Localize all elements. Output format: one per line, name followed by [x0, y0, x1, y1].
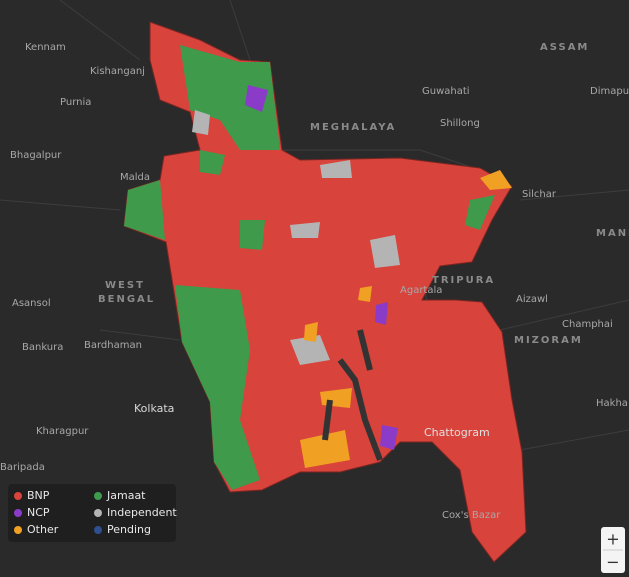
- legend-swatch: [14, 509, 22, 517]
- place-label: Guwahati: [422, 86, 470, 97]
- legend-label: Other: [27, 523, 59, 536]
- zoom-in[interactable]: +: [606, 530, 619, 549]
- place-label: Kolkata: [134, 402, 174, 415]
- other-areas: [300, 170, 512, 468]
- place-label: Kishanganj: [90, 66, 145, 77]
- place-label: Bardhaman: [84, 340, 142, 351]
- legend-swatch: [14, 492, 22, 500]
- place-label: Purnia: [60, 97, 91, 108]
- jamaat-areas: [124, 45, 495, 490]
- zoom-control: + −: [601, 527, 625, 573]
- place-label: Chattogram: [424, 426, 490, 439]
- rivers: [322, 329, 383, 462]
- legend-swatch: [94, 492, 102, 500]
- legend-label: Independent: [107, 506, 177, 519]
- region-label: WEST: [105, 280, 145, 291]
- legend-box: [8, 484, 176, 542]
- place-label: Hakha: [596, 398, 628, 409]
- region-label: MANIPUR: [596, 228, 629, 239]
- region-label: TRIPURA: [432, 275, 495, 286]
- place-label: Shillong: [440, 118, 480, 129]
- place-label: Dimapur: [590, 86, 629, 97]
- zoom-out[interactable]: −: [606, 553, 619, 572]
- legend: BNP Jamaat NCP Independent Other Pending: [8, 484, 177, 542]
- legend-swatch: [14, 526, 22, 534]
- ncp-areas: [245, 85, 398, 450]
- legend-label: BNP: [27, 489, 50, 502]
- region-label: ASSAM: [540, 42, 589, 53]
- place-label: Bhagalpur: [10, 150, 62, 161]
- legend-swatch: [94, 526, 102, 534]
- region-label: BENGAL: [98, 294, 155, 305]
- place-label: Cox's Bazar: [442, 510, 501, 521]
- place-label: Agartala: [400, 285, 442, 296]
- place-label: Kennam: [25, 42, 66, 53]
- place-label: Champhai: [562, 319, 613, 330]
- legend-label: NCP: [27, 506, 50, 519]
- place-label: Aizawl: [516, 294, 548, 305]
- place-label: Kharagpur: [36, 426, 89, 437]
- legend-swatch: [94, 509, 102, 517]
- legend-label: Pending: [107, 523, 151, 536]
- region-label: MEGHALAYA: [310, 122, 396, 133]
- independent-areas: [192, 110, 400, 365]
- place-label: Baripada: [0, 462, 45, 473]
- place-label: Silchar: [522, 189, 557, 200]
- region-label: MIZORAM: [514, 335, 583, 346]
- place-label: Bankura: [22, 342, 63, 353]
- legend-label: Jamaat: [106, 489, 146, 502]
- place-label: Asansol: [12, 298, 51, 309]
- place-label: Malda: [120, 172, 150, 183]
